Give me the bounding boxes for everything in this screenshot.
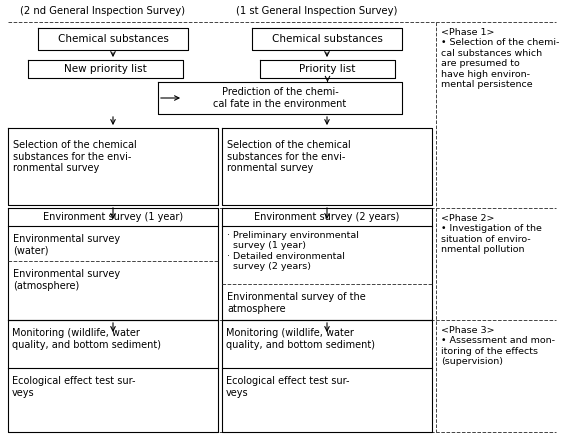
Text: Selection of the chemical
substances for the envi-
ronmental survey: Selection of the chemical substances for… bbox=[227, 140, 351, 173]
Text: <Phase 3>
• Assessment and mon-
itoring of the effects
(supervision): <Phase 3> • Assessment and mon- itoring … bbox=[441, 326, 555, 366]
Text: Environment survey (2 years): Environment survey (2 years) bbox=[254, 212, 399, 222]
Text: Prediction of the chemi-
cal fate in the environment: Prediction of the chemi- cal fate in the… bbox=[213, 87, 347, 109]
Text: New priority list: New priority list bbox=[64, 64, 147, 74]
Text: Environmental survey
(water): Environmental survey (water) bbox=[13, 234, 120, 256]
Text: Ecological effect test sur-
veys: Ecological effect test sur- veys bbox=[226, 376, 350, 398]
Text: <Phase 2>
• Investigation of the
situation of enviro-
nmental pollution: <Phase 2> • Investigation of the situati… bbox=[441, 214, 542, 254]
Text: (1 st General Inspection Survey): (1 st General Inspection Survey) bbox=[236, 6, 397, 16]
Text: Chemical substances: Chemical substances bbox=[58, 34, 168, 44]
Text: · Preliminary environmental
  survey (1 year)
· Detailed environmental
  survey : · Preliminary environmental survey (1 ye… bbox=[227, 231, 359, 271]
Text: <Phase 1>
• Selection of the chemi-
cal substances which
are presumed to
have hi: <Phase 1> • Selection of the chemi- cal … bbox=[441, 28, 559, 89]
Text: Monitoring (wildlife, water
quality, and bottom sediment): Monitoring (wildlife, water quality, and… bbox=[226, 328, 375, 350]
Text: Environment survey (1 year): Environment survey (1 year) bbox=[43, 212, 183, 222]
Text: Priority list: Priority list bbox=[300, 64, 356, 74]
Text: (2 nd General Inspection Survey): (2 nd General Inspection Survey) bbox=[20, 6, 185, 16]
Text: Monitoring (wildlife, water
quality, and bottom sediment): Monitoring (wildlife, water quality, and… bbox=[12, 328, 161, 350]
Text: Chemical substances: Chemical substances bbox=[272, 34, 383, 44]
Text: Selection of the chemical
substances for the envi-
ronmental survey: Selection of the chemical substances for… bbox=[13, 140, 137, 173]
Text: Ecological effect test sur-
veys: Ecological effect test sur- veys bbox=[12, 376, 136, 398]
Text: Environmental survey
(atmosphere): Environmental survey (atmosphere) bbox=[13, 269, 120, 291]
Text: Environmental survey of the
atmosphere: Environmental survey of the atmosphere bbox=[227, 292, 366, 314]
